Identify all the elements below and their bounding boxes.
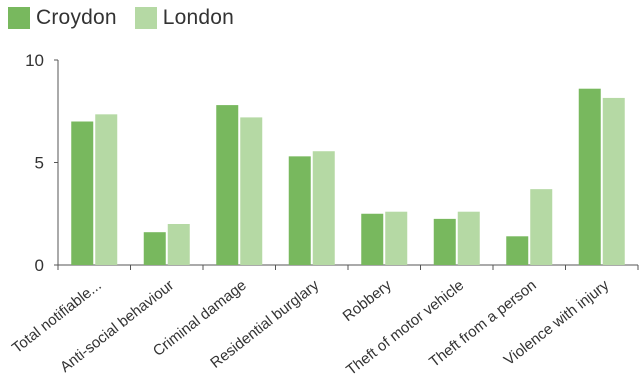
bar-london-4 <box>385 211 408 265</box>
legend-label-london: London <box>162 6 235 29</box>
x-tick-label: Theft of motor vehicle <box>343 277 467 379</box>
bar-london-2 <box>240 117 263 266</box>
legend-swatch-london <box>134 7 157 29</box>
bar-croydon-5 <box>433 218 456 265</box>
bar-croydon-1 <box>143 232 166 265</box>
bar-croydon-2 <box>216 105 239 265</box>
legend-item-london: London <box>134 6 235 30</box>
bar-croydon-7 <box>578 88 601 265</box>
bar-croydon-0 <box>71 121 94 265</box>
y-tick-label: 5 <box>35 154 44 173</box>
bar-london-5 <box>457 211 480 265</box>
bar-london-0 <box>95 114 118 265</box>
bar-london-7 <box>602 97 625 265</box>
y-tick-label: 10 <box>25 51 44 70</box>
legend-item-croydon: Croydon <box>8 6 117 30</box>
x-tick-label: Robbery <box>340 276 396 325</box>
legend-label-croydon: Croydon <box>36 6 117 29</box>
y-tick-label: 0 <box>35 256 44 275</box>
legend: Croydon London <box>8 6 234 30</box>
bar-london-6 <box>530 189 553 265</box>
bar-london-3 <box>312 151 335 265</box>
bar-croydon-3 <box>288 156 311 265</box>
bar-london-1 <box>167 224 190 265</box>
legend-swatch-croydon <box>8 7 30 29</box>
bar-croydon-6 <box>506 236 529 265</box>
bar-croydon-4 <box>361 213 384 265</box>
